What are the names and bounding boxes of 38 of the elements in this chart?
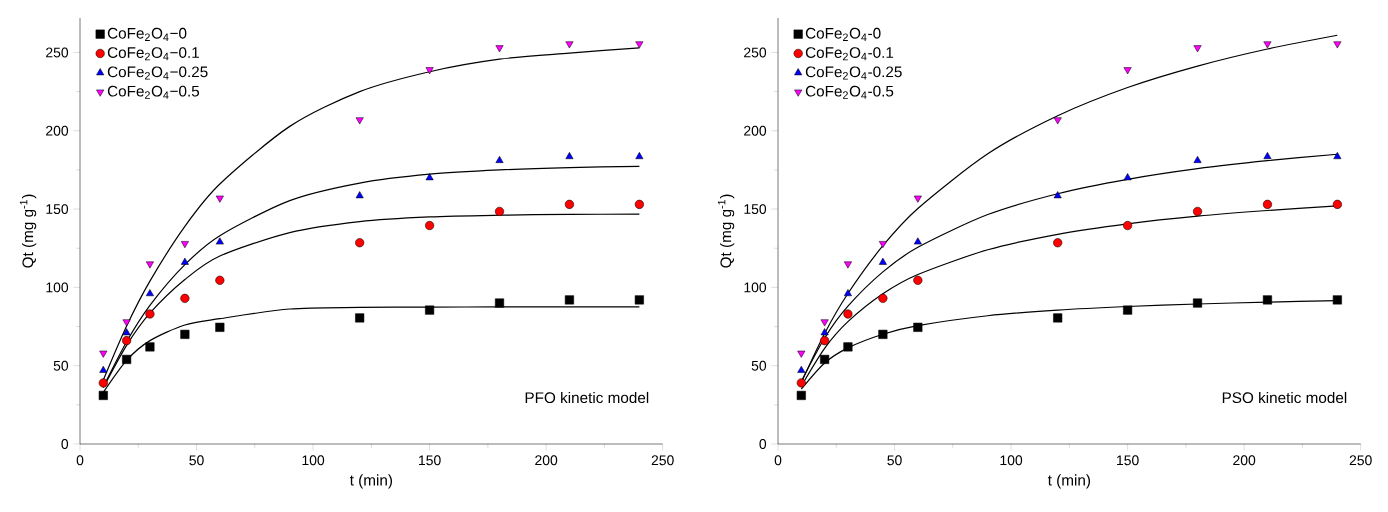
legend-label: CoFe$_{2}$O$_{4}$-0.25: [805, 66, 902, 80]
x-tick-label: 150: [419, 455, 441, 466]
y-tick-label: 50: [53, 360, 69, 371]
legend-label: CoFe$_{2}$O$_{4}$−0: [107, 27, 187, 41]
legend-label: CoFe$_{2}$O$_{4}$-0.5: [805, 85, 894, 99]
x-tick-label: 50: [189, 455, 204, 466]
x-axis-title: t (min): [1047, 474, 1091, 489]
y-axis-title: Qt (mg g$^{-1}$): [19, 194, 37, 268]
x-tick-label: 50: [887, 455, 902, 466]
x-tick-label: 250: [1349, 455, 1372, 466]
y-tick-label: 100: [744, 282, 767, 293]
legend-label: CoFe$_{2}$O$_{4}$-0.1: [805, 47, 894, 61]
x-tick-label: 100: [1000, 455, 1023, 466]
x-tick-label: 150: [1117, 455, 1139, 466]
y-tick-label: 50: [751, 360, 767, 371]
legend-label: CoFe$_{2}$O$_{4}$−0.1: [107, 47, 199, 61]
y-tick-label: 200: [744, 125, 767, 136]
y-tick-label: 100: [46, 282, 69, 293]
y-tick-label: 150: [46, 204, 69, 215]
x-tick-label: 200: [1233, 455, 1256, 466]
legend-label: CoFe$_{2}$O$_{4}$−0.5: [107, 85, 200, 99]
x-tick-label: 200: [535, 455, 558, 466]
y-tick-label: 0: [61, 439, 69, 449]
y-tick-label: 250: [744, 47, 767, 58]
y-tick-label: 150: [744, 204, 767, 215]
x-tick-label: 0: [774, 455, 782, 466]
x-tick-label: 100: [302, 455, 325, 466]
y-tick-label: 200: [46, 125, 69, 136]
x-tick-label: 250: [651, 455, 674, 466]
y-tick-label: 250: [46, 47, 69, 58]
x-tick-label: 0: [76, 455, 84, 466]
y-tick-label: 0: [759, 439, 767, 449]
x-axis-title: t (min): [349, 474, 393, 489]
legend-label: CoFe$_{2}$O$_{4}$-0: [805, 27, 881, 41]
annotation: PFO kinetic model: [525, 391, 649, 404]
y-axis-title: Qt (mg g$^{-1}$): [717, 194, 735, 268]
annotation: PSO kinetic model: [1222, 391, 1347, 404]
legend-label: CoFe$_{2}$O$_{4}$−0.25: [107, 66, 208, 80]
